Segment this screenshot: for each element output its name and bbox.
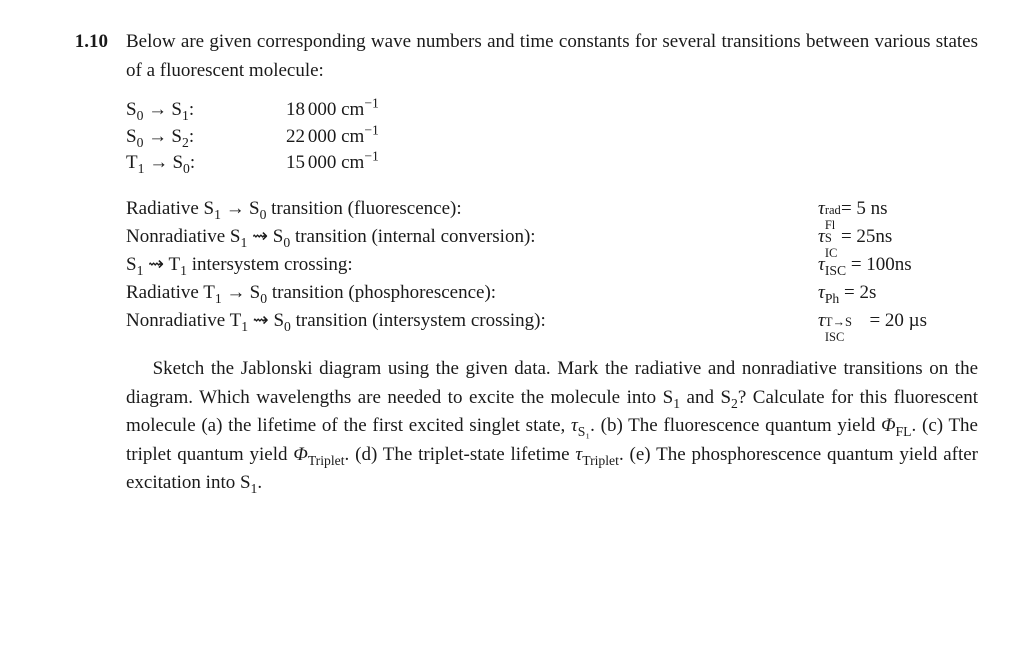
transition-desc: S1 ⇝ T1 intersystem crossing: [126, 251, 818, 279]
wavenumber-label: T1 → S0: [126, 150, 286, 177]
transition-value: τPh = 2s [818, 279, 978, 307]
wavenumber-label: S0 → S2: [126, 124, 286, 151]
wavenumber-label: S0 → S1: [126, 97, 286, 124]
transition-row: Radiative S1 → S0 transition (fluorescen… [126, 195, 978, 223]
wavenumber-row: S0 → S1: 18000 cm−1 [126, 97, 978, 124]
transition-block: Radiative S1 → S0 transition (fluorescen… [126, 195, 978, 336]
intro-text: Below are given corresponding wave numbe… [126, 28, 978, 85]
transition-row: Nonradiative S1 ⇝ S0 transition (interna… [126, 223, 978, 251]
transition-row: Nonradiative T1 ⇝ S0 transition (intersy… [126, 307, 978, 335]
transition-value: τISC = 100ns [818, 251, 978, 279]
wavenumber-value: 15000 cm−1 [286, 150, 466, 177]
page: 1.10 Below are given corresponding wave … [0, 0, 1024, 518]
transition-row: Radiative T1 → S0 transition (phosphores… [126, 279, 978, 307]
problem-block: 1.10 Below are given corresponding wave … [38, 28, 978, 498]
problem-number: 1.10 [38, 28, 126, 57]
transition-value: τSIC = 25ns [818, 223, 978, 251]
transition-value: τT→SISC = 20 µs [818, 307, 978, 335]
wavenumber-row: S0 → S2: 22000 cm−1 [126, 124, 978, 151]
problem-body: Below are given corresponding wave numbe… [126, 28, 978, 498]
wavenumber-value: 22000 cm−1 [286, 124, 466, 151]
wavenumber-value: 18000 cm−1 [286, 97, 466, 124]
transition-desc: Nonradiative T1 ⇝ S0 transition (intersy… [126, 307, 818, 335]
transition-row: S1 ⇝ T1 intersystem crossing: τISC = 100… [126, 251, 978, 279]
transition-desc: Radiative S1 → S0 transition (fluorescen… [126, 195, 818, 223]
transition-desc: Nonradiative S1 ⇝ S0 transition (interna… [126, 223, 818, 251]
transition-value: τradFl = 5 ns [818, 195, 978, 223]
transition-desc: Radiative T1 → S0 transition (phosphores… [126, 279, 818, 307]
instruction-text: Sketch the Jablonski diagram using the g… [126, 355, 978, 498]
wavenumber-row: T1 → S0: 15000 cm−1 [126, 150, 978, 177]
wavenumber-block: S0 → S1: 18000 cm−1 S0 → S2: 22000 cm−1 … [126, 97, 978, 177]
